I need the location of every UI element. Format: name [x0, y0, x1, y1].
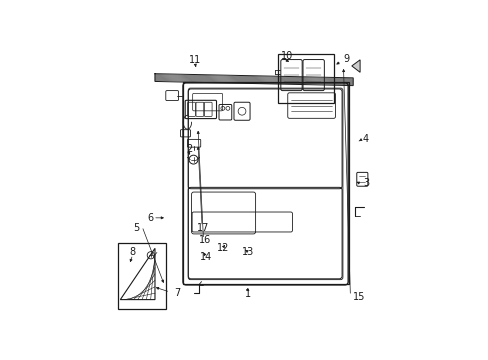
Text: 8: 8 [129, 247, 136, 257]
Text: 9: 9 [343, 54, 349, 64]
Text: 17: 17 [197, 222, 209, 233]
Text: 1: 1 [244, 289, 250, 299]
Text: 7: 7 [174, 288, 180, 298]
Text: 3: 3 [362, 178, 368, 188]
Text: 4: 4 [362, 134, 368, 144]
Bar [117, 243, 166, 309]
Bar [278, 54, 333, 103]
Text: 10: 10 [281, 51, 293, 61]
Bar [183, 82, 348, 284]
Text: 16: 16 [198, 235, 210, 245]
Polygon shape [351, 60, 359, 72]
Text: 2: 2 [186, 144, 192, 153]
Text: 12: 12 [216, 243, 228, 253]
Text: 5: 5 [133, 222, 140, 233]
Text: 13: 13 [241, 247, 253, 257]
Text: 6: 6 [147, 213, 153, 223]
Text: 14: 14 [200, 252, 212, 262]
Text: 11: 11 [189, 55, 201, 65]
Text: 15: 15 [352, 292, 365, 302]
